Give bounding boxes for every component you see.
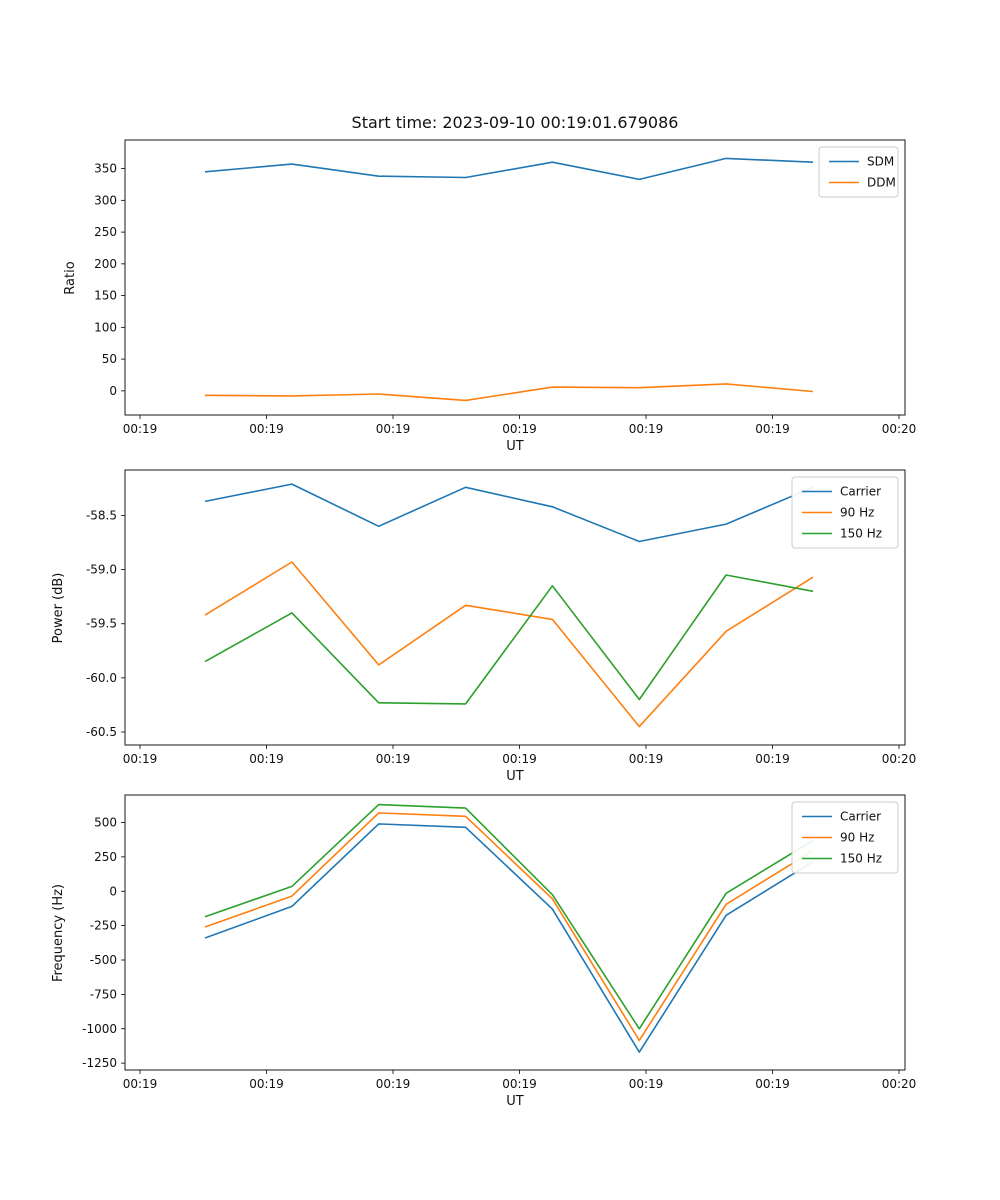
y-tick-label: -59.5 (86, 617, 117, 631)
chart-1: -60.5 -60.0 -59.5 -59.0 -58.5 00:19 00:19 00:19… (86, 469, 917, 766)
y-tick-label: 350 (94, 162, 117, 176)
legend-label: 150 Hz (840, 852, 882, 866)
x-tick-label: 00:19 (629, 1077, 664, 1091)
y-tick-label: -59.0 (86, 563, 117, 577)
x-tick-label: 00:19 (249, 422, 284, 436)
y-tick-label: 250 (94, 850, 117, 864)
y-tick-label: 150 (94, 289, 117, 303)
x-tick-label: 00:20 (882, 1077, 917, 1091)
y-axis-label-power: Power (dB) (51, 572, 66, 644)
legend-label: Carrier (840, 810, 881, 824)
x-axis-label-ut-1: UT (506, 439, 524, 454)
legend-label: SDM (867, 155, 894, 169)
x-tick-label: 00:19 (249, 752, 284, 766)
x-tick-label: 00:19 (629, 752, 664, 766)
x-tick-label: 00:19 (755, 752, 790, 766)
legend-label: 150 Hz (840, 527, 882, 541)
x-tick-label: 00:19 (123, 752, 158, 766)
x-tick-label: 00:19 (376, 422, 411, 436)
legend-label: Carrier (840, 485, 881, 499)
y-tick-label: -1000 (82, 1022, 117, 1036)
y-axis-label-frequency: Frequency (Hz) (51, 883, 66, 983)
legend-label: DDM (867, 176, 896, 190)
x-tick-label: 00:20 (882, 422, 917, 436)
series-line-sdm (204, 157, 814, 181)
figure-title: Start time: 2023-09-10 00:19:01.679086 (351, 113, 679, 132)
y-tick-label: 250 (94, 225, 117, 239)
y-tick-label: -750 (90, 987, 117, 1001)
x-tick-label: 00:19 (755, 1077, 790, 1091)
series-line-90-hz (204, 561, 814, 728)
axes-frame (124, 469, 906, 746)
x-tick-label: 00:19 (123, 422, 158, 436)
series-line-carrier (204, 483, 814, 543)
x-axis-label-ut-2: UT (506, 769, 524, 784)
x-tick-label: 00:19 (629, 422, 664, 436)
legend-box (818, 146, 899, 198)
y-tick-label: 200 (94, 257, 117, 271)
y-axis-label-ratio: Ratio (63, 261, 78, 295)
series-line-150-hz (204, 574, 814, 705)
x-tick-label: 00:19 (502, 752, 537, 766)
y-tick-label: 0 (109, 384, 117, 398)
y-tick-label: -1250 (82, 1056, 117, 1070)
legend-label: 90 Hz (840, 831, 874, 845)
series-line-90-hz (204, 812, 814, 1042)
series-line-carrier (204, 823, 814, 1053)
y-tick-label: -60.0 (86, 671, 117, 685)
y-tick-label: 100 (94, 320, 117, 334)
axes-frame (124, 794, 906, 1071)
x-tick-label: 00:19 (376, 752, 411, 766)
x-tick-label: 00:19 (376, 1077, 411, 1091)
y-tick-label: 500 (94, 816, 117, 830)
series-line-ddm (204, 383, 814, 402)
y-tick-label: -60.5 (86, 725, 117, 739)
legend-box (791, 476, 899, 549)
y-tick-label: 50 (102, 352, 117, 366)
x-tick-label: 00:19 (123, 1077, 158, 1091)
x-tick-label: 00:19 (502, 1077, 537, 1091)
x-tick-label: 00:19 (502, 422, 537, 436)
y-tick-label: -500 (90, 953, 117, 967)
axes-frame (124, 139, 906, 416)
x-tick-label: 00:20 (882, 752, 917, 766)
x-tick-label: 00:19 (755, 422, 790, 436)
x-tick-label: 00:19 (249, 1077, 284, 1091)
legend-label: 90 Hz (840, 506, 874, 520)
x-axis-label-ut-3: UT (506, 1094, 524, 1109)
y-tick-label: -58.5 (86, 508, 117, 522)
legend-box (791, 801, 899, 874)
y-tick-label: -250 (90, 919, 117, 933)
chart-0: 0 50 100 150 200 250 300 350 00:19 00:19 00:19 00:1… (94, 139, 917, 436)
series-line-150-hz (204, 803, 814, 1030)
y-tick-label: 300 (94, 193, 117, 207)
y-tick-label: 0 (109, 884, 117, 898)
chart-2: -1250 -1000 -750 -500 -250 0 250 500 00:19 00:19 0… (82, 794, 917, 1091)
